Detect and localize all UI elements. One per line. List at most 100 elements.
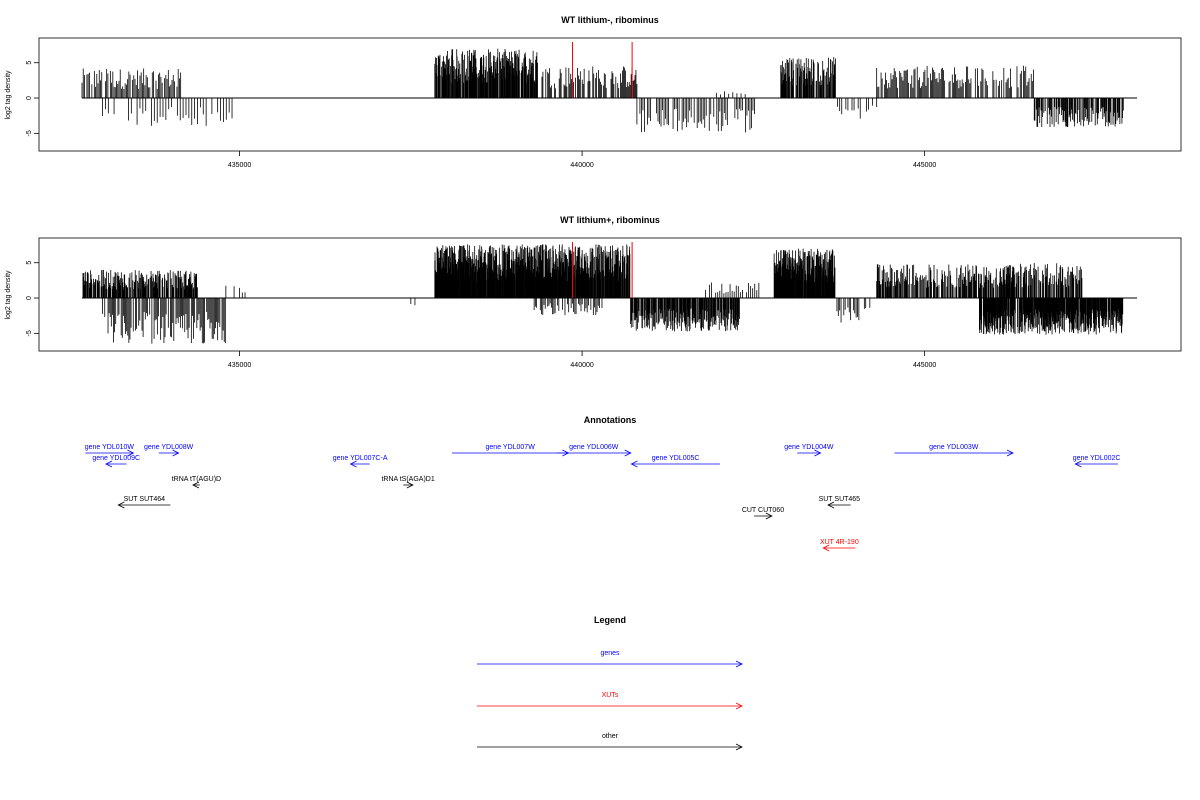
chart-title: WT lithium-, ribominus — [561, 15, 659, 25]
annotations-title: Annotations — [584, 415, 637, 425]
annotation-feature: gene YDL010W — [85, 444, 135, 457]
legend-item: XUTs — [477, 692, 743, 710]
annotation-feature: XUT 4R-190 — [820, 539, 859, 552]
plot-frame — [38, 237, 1182, 352]
feature-arrow-head — [765, 512, 773, 520]
legend-items: genes XUTs other — [477, 650, 743, 751]
series-6 — [630, 298, 740, 332]
feature-arrow-head — [349, 460, 357, 468]
feature-arrow-head — [406, 481, 414, 489]
annotation-feature: gene YDL002C — [1073, 455, 1121, 468]
feature-label: gene YDL007C-A — [333, 455, 388, 462]
axes: 435000 440000 445000 -5 0 5 — [26, 261, 936, 369]
series-9 — [836, 298, 871, 323]
annotation-feature: gene YDL003W — [894, 444, 1014, 457]
y-tick-label: 0 — [26, 296, 33, 300]
data-marks — [82, 242, 1137, 344]
y-tick-label: -5 — [26, 130, 33, 136]
y-tick-label: 5 — [26, 261, 33, 265]
feature-label: gene YDL002C — [1073, 455, 1121, 462]
annotation-feature: gene YDL007C-A — [333, 455, 388, 468]
series-4 — [434, 244, 631, 299]
x-tick-label: 440000 — [570, 162, 593, 169]
annotation-feature: SUT SUT465 — [819, 496, 861, 509]
series-9 — [1033, 98, 1124, 128]
feature-label: tRNA tS(AGA)D1 — [381, 476, 434, 483]
x-tick-label: 440000 — [570, 362, 593, 369]
feature-label: SUT SUT464 — [124, 496, 166, 503]
legend-arrow-head — [735, 660, 743, 668]
feature-arrow-head — [630, 460, 638, 468]
track-panel-lithium-minus: WT lithium-, ribominus log2 tag density … — [5, 15, 1182, 169]
legend-arrow-head — [735, 702, 743, 710]
series-2 — [225, 285, 246, 299]
x-tick-label: 445000 — [913, 362, 936, 369]
feature-label: gene YDL009C — [92, 455, 140, 462]
feature-arrow-head — [827, 501, 835, 509]
annotation-feature: gene YDL007W — [451, 444, 570, 457]
y-tick-label: 0 — [26, 96, 33, 100]
feature-arrow-head — [1074, 460, 1082, 468]
annotation-feature: gene YDL004W — [784, 444, 834, 457]
feature-arrow-head — [814, 449, 822, 457]
feature-label: gene YDL006W — [569, 444, 619, 451]
series-7 — [837, 98, 878, 119]
series-7 — [705, 282, 760, 299]
x-tick-label: 445000 — [913, 162, 936, 169]
feature-arrow-head — [117, 501, 125, 509]
legend-item: genes — [477, 650, 743, 668]
series-11 — [979, 298, 1124, 335]
feature-arrow-head — [822, 544, 830, 552]
legend-panel: Legend genes XUTs other — [477, 615, 743, 751]
series-3 — [410, 298, 416, 306]
annotation-feature: gene YDL009C — [92, 455, 140, 468]
series-1 — [102, 98, 233, 126]
annotation-feature: tRNA tT(AGU)D — [172, 476, 221, 489]
annotation-feature: gene YDL005C — [630, 455, 720, 468]
feature-label: gene YDL003W — [929, 444, 979, 451]
track-panel-lithium-plus: WT lithium+, ribominus log2 tag density … — [5, 215, 1182, 369]
y-axis-label: log2 tag density — [5, 70, 12, 120]
annotation-feature: gene YDL008W — [144, 444, 194, 457]
legend-label: genes — [600, 650, 620, 657]
feature-arrow-head — [105, 460, 113, 468]
series-6 — [780, 57, 836, 99]
feature-label: gene YDL005C — [652, 455, 700, 462]
series-4 — [636, 98, 755, 133]
feature-label: XUT 4R-190 — [820, 539, 859, 546]
feature-label: CUT CUT060 — [742, 507, 784, 514]
y-tick-label: 5 — [26, 61, 33, 65]
series-10 — [876, 264, 1014, 299]
legend-item: other — [477, 733, 743, 751]
axes: 435000 440000 445000 -5 0 5 — [26, 61, 936, 169]
series-1 — [102, 298, 226, 344]
x-tick-label: 435000 — [228, 162, 251, 169]
series-0 — [82, 269, 198, 299]
feature-label: gene YDL008W — [144, 444, 194, 451]
feature-label: gene YDL010W — [85, 444, 135, 451]
series-12 — [1006, 263, 1083, 299]
feature-arrow-head — [1006, 449, 1014, 457]
legend-title: Legend — [594, 615, 626, 625]
feature-label: SUT SUT465 — [819, 496, 861, 503]
feature-label: gene YDL004W — [784, 444, 834, 451]
feature-label: tRNA tT(AGU)D — [172, 476, 221, 483]
series-0 — [81, 68, 182, 99]
annotation-feature: tRNA tS(AGA)D1 — [381, 476, 435, 489]
chart-title: WT lithium+, ribominus — [560, 215, 660, 225]
data-marks — [81, 42, 1137, 133]
x-tick-label: 435000 — [228, 362, 251, 369]
y-axis-label: log2 tag density — [5, 270, 12, 320]
series-5 — [715, 91, 746, 99]
plot-frame — [38, 37, 1182, 152]
feature-arrow-head — [192, 481, 200, 489]
annotation-features: gene YDL010W gene YDL009C gene YDL008W tRNA… — [85, 444, 1121, 552]
legend-label: XUTs — [602, 692, 619, 699]
y-tick-label: -5 — [26, 330, 33, 336]
annotation-feature: CUT CUT060 — [742, 507, 784, 520]
feature-arrow-head — [624, 449, 632, 457]
series-8 — [773, 248, 836, 299]
feature-arrow-head — [127, 449, 135, 457]
